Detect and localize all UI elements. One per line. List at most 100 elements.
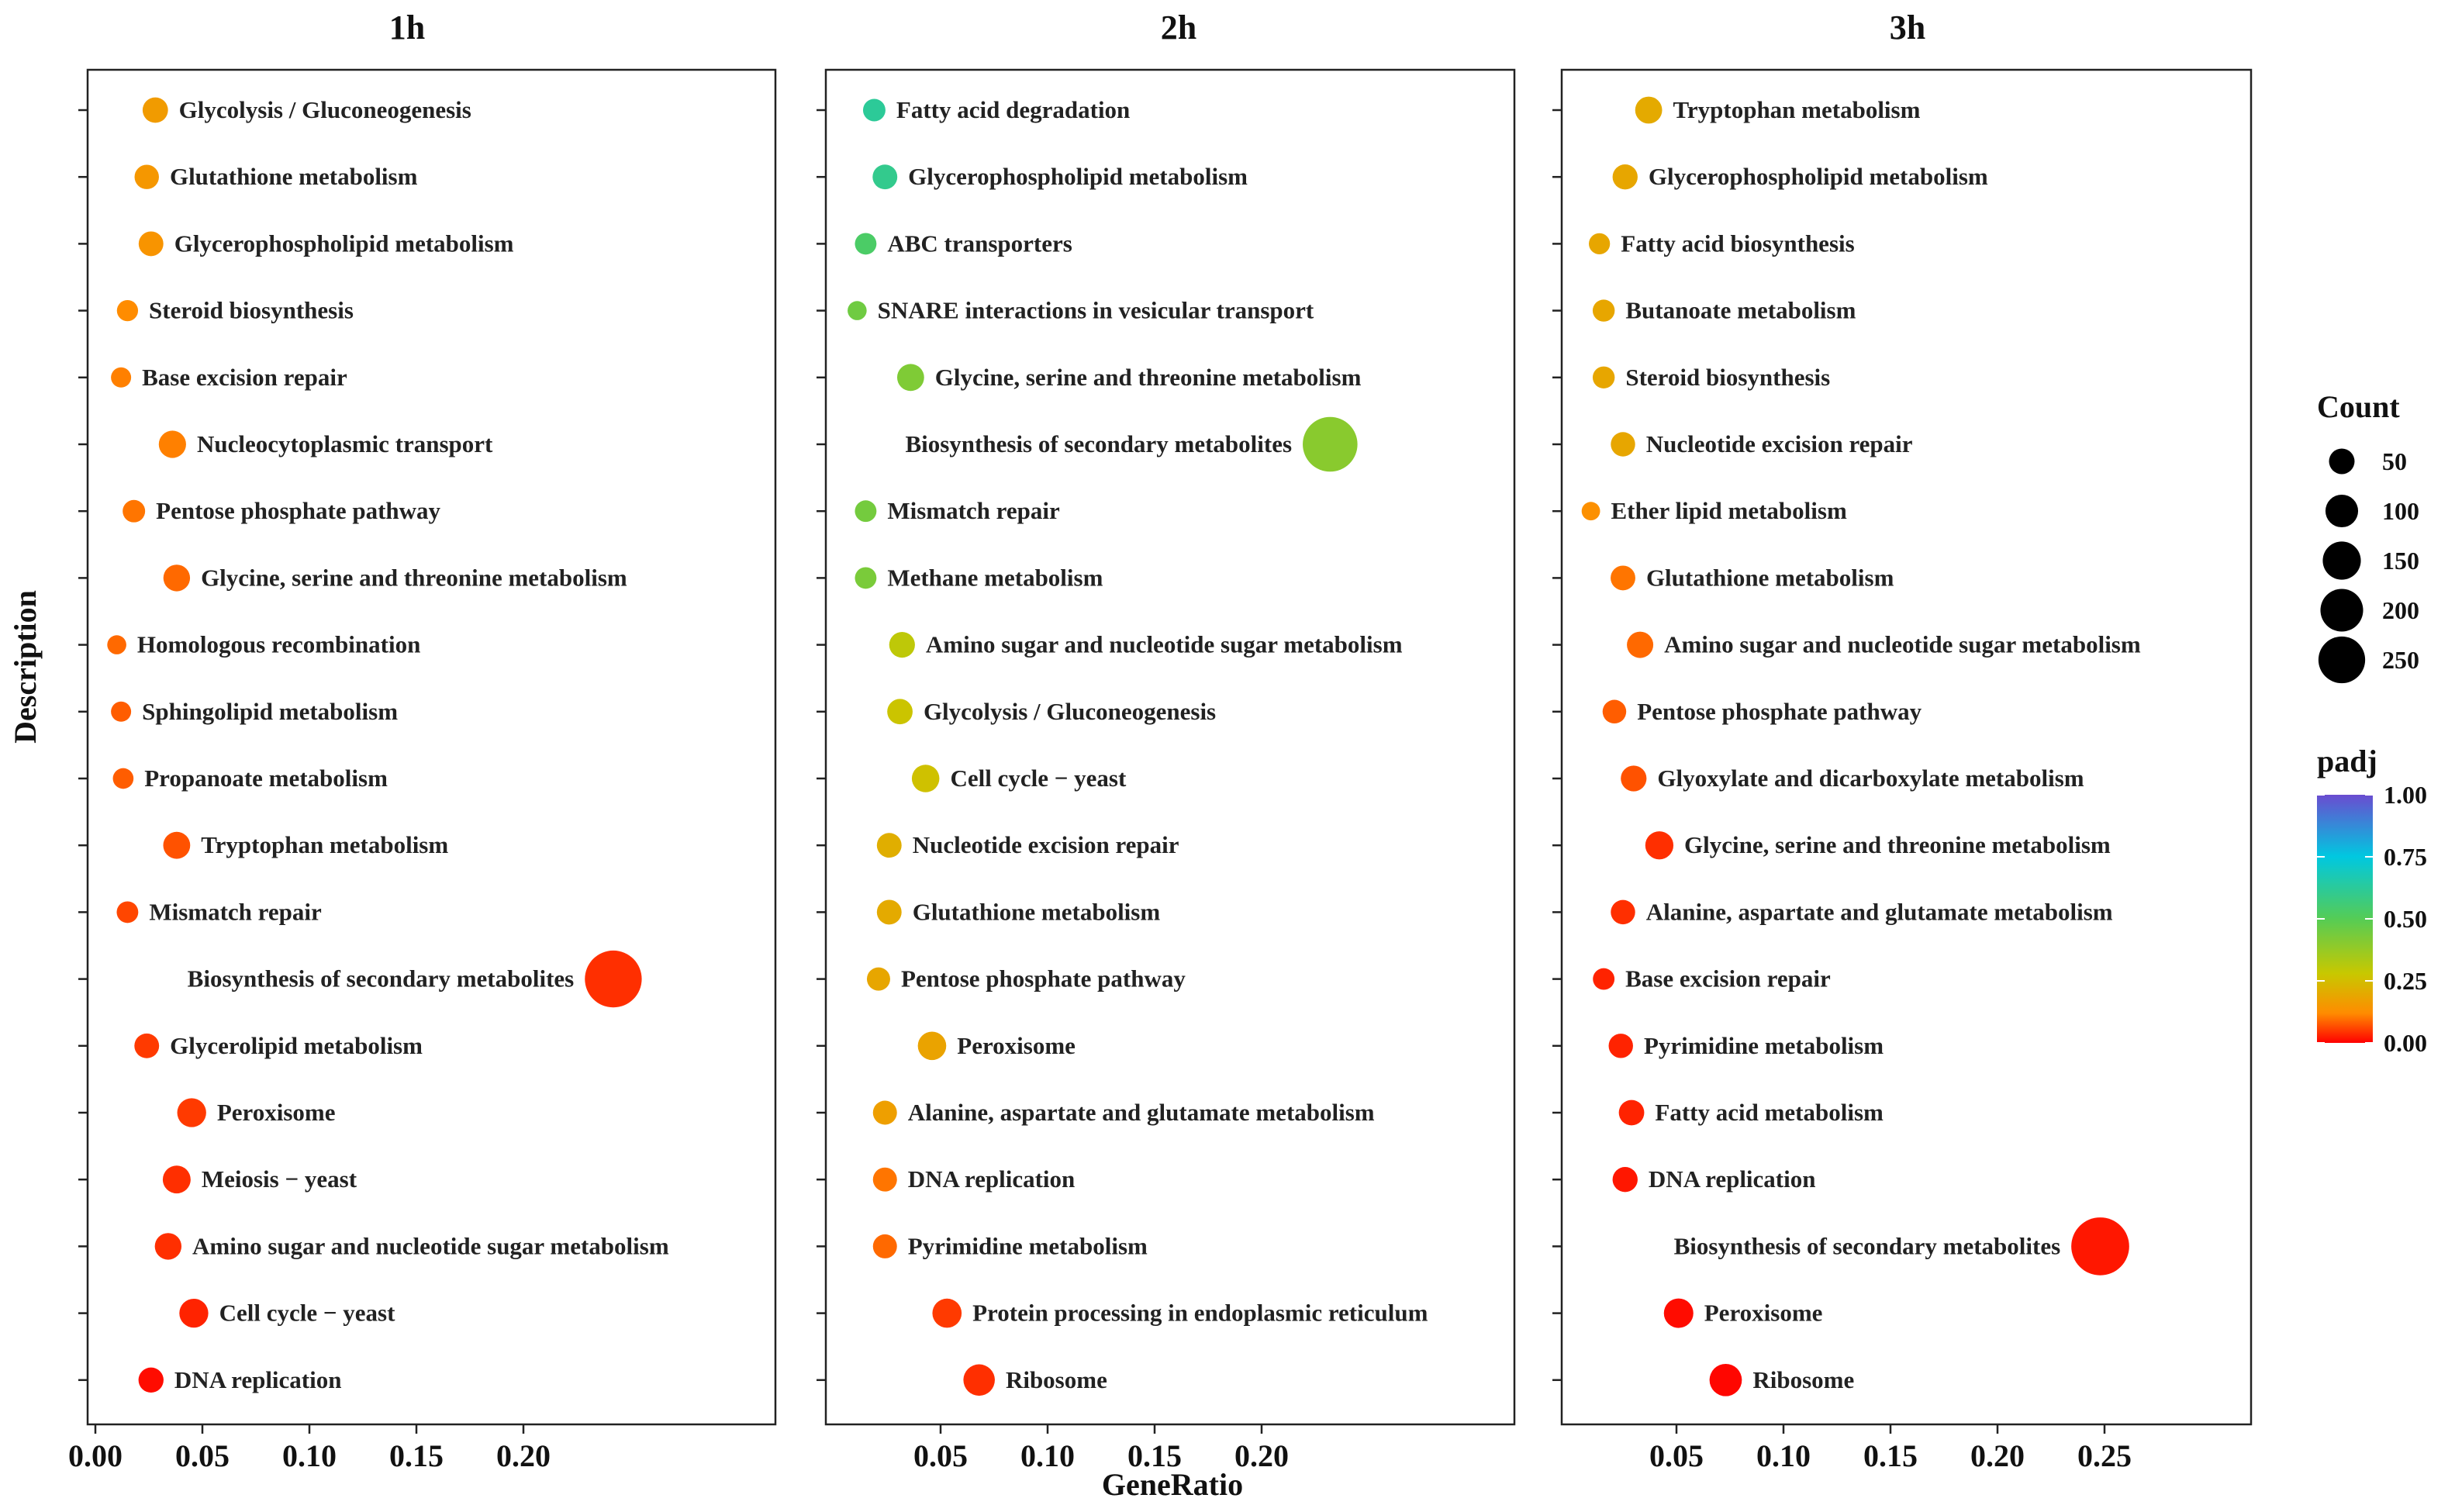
term-label: Glycolysis / Gluconeogenesis (179, 96, 471, 123)
padj-tick-label: 0.50 (2384, 905, 2427, 933)
count-legend-value: 100 (2382, 497, 2419, 525)
padj-tick-label: 0.75 (2384, 843, 2427, 871)
term-label: Fatty acid biosynthesis (1621, 230, 1854, 257)
term-dot (162, 1165, 191, 1194)
term-dot (134, 1033, 160, 1058)
term-label: Protein processing in endoplasmic reticu… (972, 1300, 1428, 1327)
term-label: Butanoate metabolism (1625, 297, 1856, 324)
term-label: Alanine, aspartate and glutamate metabol… (1646, 898, 2113, 925)
count-legend-value: 200 (2382, 596, 2419, 624)
panel-frame (824, 68, 1516, 1426)
term-label: Pentose phosphate pathway (156, 497, 440, 524)
term-label: ABC transporters (887, 230, 1072, 257)
x-tick-label: 0.15 (1127, 1438, 1182, 1473)
term-label: Nucleotide excision repair (913, 831, 1179, 858)
term-label: Glycolysis / Gluconeogenesis (924, 698, 1216, 725)
padj-legend-title: padj (2317, 744, 2377, 778)
term-label: Sphingolipid metabolism (142, 698, 398, 725)
term-dot (163, 831, 191, 859)
term-dot (932, 1298, 962, 1328)
x-tick-label: 0.00 (68, 1438, 123, 1473)
term-label: Meiosis − yeast (202, 1165, 357, 1193)
term-label: Propanoate metabolism (144, 765, 388, 792)
term-label: Biosynthesis of secondary metabolites (188, 965, 575, 992)
term-label: Alanine, aspartate and glutamate metabol… (908, 1099, 1375, 1126)
padj-tick-label: 0.25 (2384, 967, 2427, 995)
term-label: Mismatch repair (887, 497, 1060, 524)
term-label: Glutathione metabolism (170, 163, 418, 190)
count-legend-dot (2320, 589, 2363, 632)
padj-colorbar (2317, 795, 2373, 1043)
term-dot (585, 950, 642, 1008)
term-dot (896, 364, 924, 392)
term-label: Cell cycle − yeast (219, 1300, 396, 1327)
term-dot (889, 632, 915, 658)
term-dot (116, 901, 139, 923)
term-label: Pyrimidine metabolism (908, 1232, 1148, 1259)
padj-tick-label: 1.00 (2384, 781, 2427, 809)
term-dot (158, 430, 186, 458)
term-dot (163, 564, 191, 592)
term-dot (963, 1364, 995, 1396)
term-dot (855, 233, 877, 255)
x-tick-label: 0.20 (1234, 1438, 1289, 1473)
term-label: Biosynthesis of secondary metabolites (1674, 1232, 2061, 1259)
y-axis-label: Description (8, 590, 43, 744)
term-dot (872, 1167, 897, 1192)
panel-frame (1560, 68, 2253, 1426)
term-dot (872, 1234, 897, 1258)
term-dot (1709, 1363, 1742, 1396)
term-label: Base excision repair (1625, 965, 1831, 992)
x-tick-label: 0.15 (1863, 1438, 1918, 1473)
term-dot (1612, 1167, 1638, 1193)
term-dot (866, 967, 890, 991)
term-label: Amino sugar and nucleotide sugar metabol… (192, 1232, 669, 1259)
term-dot (855, 500, 877, 523)
term-label: Peroxisome (957, 1032, 1076, 1059)
term-label: Steroid biosynthesis (1625, 364, 1830, 391)
x-tick-label: 0.05 (913, 1438, 968, 1473)
x-tick-label: 0.25 (2077, 1438, 2132, 1473)
panel-title: 2h (1161, 9, 1196, 47)
term-label: Glutathione metabolism (913, 898, 1161, 925)
term-dot (876, 833, 902, 858)
term-label: Glycerolipid metabolism (170, 1032, 423, 1059)
term-dot (2071, 1217, 2129, 1276)
term-label: DNA replication (174, 1366, 342, 1393)
term-label: Tryptophan metabolism (201, 831, 448, 858)
term-dot (1611, 565, 1635, 591)
padj-tick-label: 0.00 (2384, 1029, 2427, 1057)
x-tick-label: 0.05 (175, 1438, 230, 1473)
term-dot (1592, 366, 1615, 389)
term-dot (1621, 765, 1647, 792)
term-label: Glycerophospholipid metabolism (1649, 163, 1988, 190)
term-label: Fatty acid metabolism (1655, 1099, 1884, 1126)
term-dot (1611, 899, 1635, 925)
term-label: Cell cycle − yeast (950, 765, 1127, 792)
term-label: Glycerophospholipid metabolism (908, 163, 1248, 190)
x-tick-label: 0.20 (1970, 1438, 2025, 1473)
term-label: Pyrimidine metabolism (1644, 1032, 1884, 1059)
x-tick-label: 0.10 (1756, 1438, 1811, 1473)
term-dot (154, 1233, 182, 1260)
panel-2h: 2h 0.05 0.10 0.15 0.20 Fatty acid degradatio… (817, 9, 1516, 1473)
term-label: Glyoxylate and dicarboxylate metabolism (1657, 765, 2084, 792)
term-dot (911, 765, 940, 792)
term-dot (116, 299, 139, 322)
panel-title: 3h (1890, 9, 1925, 47)
term-label: Pentose phosphate pathway (901, 965, 1186, 992)
count-legend-title: Count (2317, 389, 2400, 424)
term-label: Methane metabolism (887, 564, 1103, 591)
count-legend-value: 250 (2382, 646, 2419, 674)
term-label: Base excision repair (142, 364, 347, 391)
term-label: Amino sugar and nucleotide sugar metabol… (1664, 631, 2141, 658)
term-dot (855, 567, 877, 589)
term-label: Ribosome (1006, 1366, 1107, 1393)
count-legend-dot (2325, 494, 2359, 528)
term-dot (177, 1098, 206, 1127)
term-dot (111, 701, 132, 722)
term-dot (112, 768, 134, 789)
term-label: DNA replication (908, 1165, 1076, 1193)
term-dot (1303, 416, 1358, 472)
